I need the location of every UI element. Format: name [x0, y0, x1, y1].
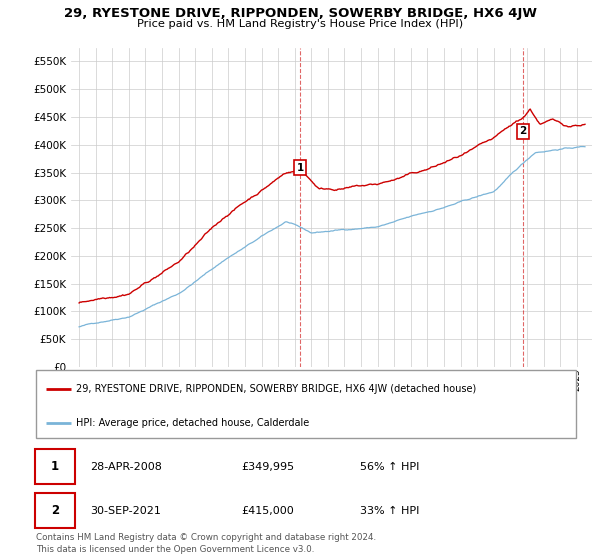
Text: 1: 1 — [296, 162, 304, 172]
Text: 2: 2 — [519, 127, 526, 137]
Text: 1: 1 — [51, 460, 59, 473]
Text: £415,000: £415,000 — [241, 506, 294, 516]
Text: £349,995: £349,995 — [241, 461, 295, 472]
Text: 33% ↑ HPI: 33% ↑ HPI — [360, 506, 419, 516]
Text: 28-APR-2008: 28-APR-2008 — [90, 461, 162, 472]
Text: Contains HM Land Registry data © Crown copyright and database right 2024.
This d: Contains HM Land Registry data © Crown c… — [36, 533, 376, 554]
Text: 29, RYESTONE DRIVE, RIPPONDEN, SOWERBY BRIDGE, HX6 4JW (detached house): 29, RYESTONE DRIVE, RIPPONDEN, SOWERBY B… — [77, 384, 477, 394]
FancyBboxPatch shape — [35, 449, 76, 484]
Text: 29, RYESTONE DRIVE, RIPPONDEN, SOWERBY BRIDGE, HX6 4JW: 29, RYESTONE DRIVE, RIPPONDEN, SOWERBY B… — [64, 7, 536, 20]
Text: 30-SEP-2021: 30-SEP-2021 — [90, 506, 161, 516]
FancyBboxPatch shape — [35, 493, 76, 528]
Text: 56% ↑ HPI: 56% ↑ HPI — [360, 461, 419, 472]
Text: 2: 2 — [51, 504, 59, 517]
Text: HPI: Average price, detached house, Calderdale: HPI: Average price, detached house, Cald… — [77, 418, 310, 428]
Text: Price paid vs. HM Land Registry's House Price Index (HPI): Price paid vs. HM Land Registry's House … — [137, 19, 463, 29]
